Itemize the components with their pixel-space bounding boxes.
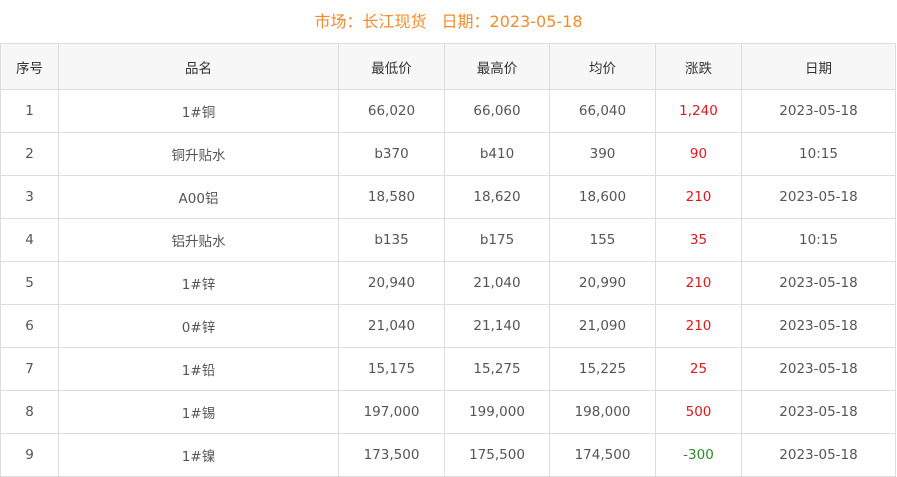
cell-date: 2023-05-18 <box>741 175 896 219</box>
column-header-low: 最低价 <box>338 43 445 90</box>
cell-name: 0#锌 <box>58 304 339 348</box>
page-title: 市场：长江现货 日期：2023-05-18 <box>0 0 897 43</box>
cell-low: 173,500 <box>338 433 445 477</box>
cell-change: 210 <box>655 261 742 305</box>
cell-index: 4 <box>0 218 59 262</box>
column-header-change: 涨跌 <box>655 43 742 90</box>
cell-name: 铝升贴水 <box>58 218 339 262</box>
cell-change: 210 <box>655 304 742 348</box>
date-label: 日期：2023-05-18 <box>441 12 583 31</box>
table-row: 3 A00铝 18,580 18,620 18,600 210 2023-05-18 <box>0 175 896 219</box>
cell-date: 10:15 <box>741 218 896 262</box>
cell-index: 7 <box>0 347 59 391</box>
cell-avg: 20,990 <box>549 261 656 305</box>
cell-low: 21,040 <box>338 304 445 348</box>
column-header-avg: 均价 <box>549 43 656 90</box>
cell-high: 15,275 <box>444 347 550 391</box>
table-header: 序号 品名 最低价 最高价 均价 涨跌 日期 <box>0 43 896 90</box>
cell-change: 210 <box>655 175 742 219</box>
table-row: 6 0#锌 21,040 21,140 21,090 210 2023-05-18 <box>0 304 896 348</box>
cell-low: b370 <box>338 132 445 176</box>
cell-low: 20,940 <box>338 261 445 305</box>
cell-index: 3 <box>0 175 59 219</box>
cell-date: 2023-05-18 <box>741 347 896 391</box>
table-row: 4 铝升贴水 b135 b175 155 35 10:15 <box>0 218 896 262</box>
cell-index: 5 <box>0 261 59 305</box>
cell-avg: 66,040 <box>549 89 656 133</box>
cell-high: 18,620 <box>444 175 550 219</box>
cell-low: 66,020 <box>338 89 445 133</box>
cell-name: 1#铅 <box>58 347 339 391</box>
cell-high: 66,060 <box>444 89 550 133</box>
price-table: 序号 品名 最低价 最高价 均价 涨跌 日期 1 1#铜 66,020 66,060 66,040 1… <box>0 43 896 477</box>
table-row: 7 1#铅 15,175 15,275 15,225 25 2023-05-18 <box>0 347 896 391</box>
cell-low: b135 <box>338 218 445 262</box>
cell-index: 9 <box>0 433 59 477</box>
cell-index: 8 <box>0 390 59 434</box>
cell-index: 2 <box>0 132 59 176</box>
cell-high: 199,000 <box>444 390 550 434</box>
cell-change: 1,240 <box>655 89 742 133</box>
cell-change: 90 <box>655 132 742 176</box>
table-row: 9 1#镍 173,500 175,500 174,500 -300 2023-05-18 <box>0 433 896 477</box>
column-header-high: 最高价 <box>444 43 550 90</box>
cell-name: 1#锡 <box>58 390 339 434</box>
cell-avg: 174,500 <box>549 433 656 477</box>
cell-avg: 15,225 <box>549 347 656 391</box>
cell-high: 21,040 <box>444 261 550 305</box>
table-row: 1 1#铜 66,020 66,060 66,040 1,240 2023-05-18 <box>0 89 896 133</box>
market-label: 市场：长江现货 <box>314 12 427 31</box>
cell-name: 1#镍 <box>58 433 339 477</box>
column-header-name: 品名 <box>58 43 339 90</box>
cell-high: 21,140 <box>444 304 550 348</box>
cell-high: 175,500 <box>444 433 550 477</box>
cell-avg: 390 <box>549 132 656 176</box>
cell-index: 6 <box>0 304 59 348</box>
cell-change: 500 <box>655 390 742 434</box>
cell-date: 10:15 <box>741 132 896 176</box>
cell-change: -300 <box>655 433 742 477</box>
cell-date: 2023-05-18 <box>741 261 896 305</box>
column-header-index: 序号 <box>0 43 59 90</box>
cell-date: 2023-05-18 <box>741 304 896 348</box>
table-row: 8 1#锡 197,000 199,000 198,000 500 2023-05-18 <box>0 390 896 434</box>
cell-date: 2023-05-18 <box>741 89 896 133</box>
cell-name: 1#锌 <box>58 261 339 305</box>
cell-date: 2023-05-18 <box>741 390 896 434</box>
cell-index: 1 <box>0 89 59 133</box>
cell-low: 15,175 <box>338 347 445 391</box>
cell-name: 1#铜 <box>58 89 339 133</box>
table-row: 5 1#锌 20,940 21,040 20,990 210 2023-05-18 <box>0 261 896 305</box>
cell-avg: 21,090 <box>549 304 656 348</box>
cell-avg: 198,000 <box>549 390 656 434</box>
cell-avg: 18,600 <box>549 175 656 219</box>
column-header-date: 日期 <box>741 43 896 90</box>
cell-high: b410 <box>444 132 550 176</box>
cell-low: 197,000 <box>338 390 445 434</box>
cell-name: A00铝 <box>58 175 339 219</box>
cell-name: 铜升贴水 <box>58 132 339 176</box>
table-row: 2 铜升贴水 b370 b410 390 90 10:15 <box>0 132 896 176</box>
cell-avg: 155 <box>549 218 656 262</box>
cell-change: 35 <box>655 218 742 262</box>
cell-date: 2023-05-18 <box>741 433 896 477</box>
cell-change: 25 <box>655 347 742 391</box>
cell-low: 18,580 <box>338 175 445 219</box>
cell-high: b175 <box>444 218 550 262</box>
